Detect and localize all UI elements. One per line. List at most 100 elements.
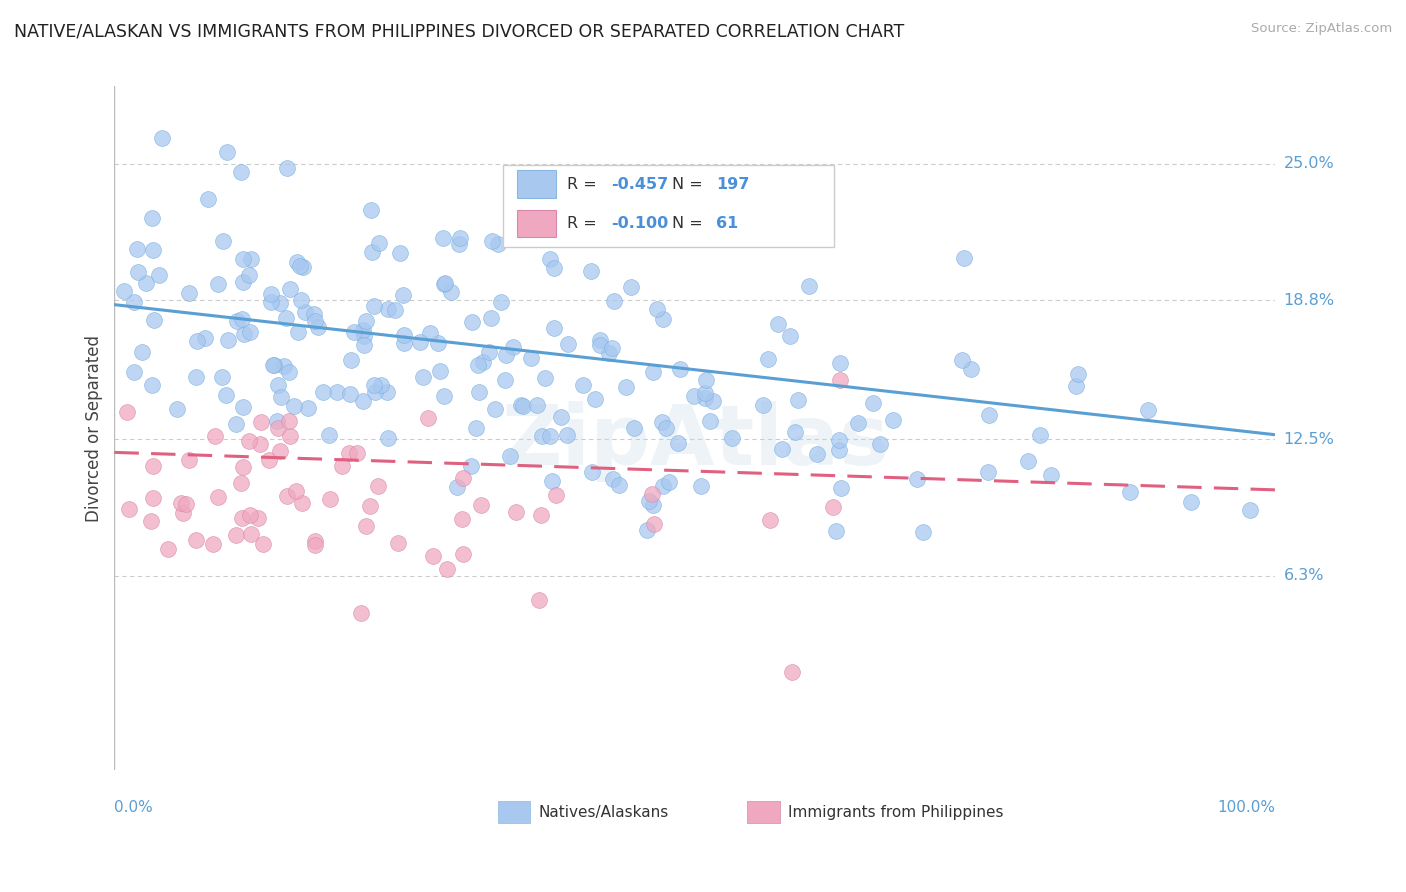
Point	[326, 384, 349, 399]
Point	[186, 369, 208, 384]
Point	[139, 515, 162, 529]
Point	[231, 475, 253, 490]
Point	[643, 517, 665, 532]
Point	[461, 315, 484, 329]
Point	[375, 385, 398, 400]
Point	[603, 293, 626, 308]
Point	[1029, 428, 1052, 442]
Point	[409, 334, 432, 349]
Point	[693, 386, 716, 401]
Point	[911, 525, 934, 540]
Point	[177, 286, 200, 301]
Point	[225, 417, 247, 432]
Point	[449, 237, 471, 252]
Text: ZipAtlas: ZipAtlas	[501, 401, 889, 483]
Point	[238, 434, 260, 448]
Point	[287, 326, 309, 340]
Point	[579, 263, 602, 277]
Point	[1239, 502, 1261, 516]
Point	[269, 444, 291, 458]
Point	[387, 535, 409, 549]
Point	[231, 510, 253, 524]
Point	[451, 471, 474, 485]
Text: -0.100: -0.100	[612, 216, 668, 231]
Text: 197: 197	[716, 177, 749, 192]
Point	[352, 393, 374, 408]
Point	[449, 230, 471, 244]
Point	[600, 341, 623, 355]
Point	[266, 414, 288, 428]
Point	[361, 244, 384, 259]
Point	[197, 192, 219, 206]
FancyBboxPatch shape	[503, 165, 834, 247]
Point	[557, 337, 579, 351]
Point	[1136, 403, 1159, 417]
Point	[231, 311, 253, 326]
Point	[651, 312, 673, 326]
Y-axis label: Divorced or Separated: Divorced or Separated	[86, 334, 103, 522]
Point	[353, 328, 375, 343]
Text: 25.0%: 25.0%	[1284, 156, 1334, 171]
Point	[759, 513, 782, 527]
Point	[721, 431, 744, 445]
Point	[122, 294, 145, 309]
Point	[787, 393, 810, 408]
Point	[419, 326, 441, 340]
Point	[695, 373, 717, 387]
Point	[422, 549, 444, 564]
Point	[433, 277, 456, 292]
Point	[1067, 367, 1090, 381]
Point	[433, 389, 456, 403]
Text: R =: R =	[567, 216, 602, 231]
Point	[363, 378, 385, 392]
Point	[470, 498, 492, 512]
Point	[392, 288, 415, 302]
Point	[823, 500, 845, 515]
Point	[319, 491, 342, 506]
Point	[340, 353, 363, 368]
Point	[269, 296, 291, 310]
Point	[502, 340, 524, 354]
Point	[170, 496, 193, 510]
Point	[184, 533, 207, 547]
Point	[979, 408, 1001, 422]
Point	[467, 359, 489, 373]
Point	[194, 331, 217, 345]
Point	[318, 428, 340, 442]
Point	[249, 437, 271, 451]
Point	[291, 496, 314, 510]
Point	[468, 385, 491, 400]
Point	[491, 295, 513, 310]
Point	[186, 334, 208, 348]
Point	[647, 302, 669, 317]
Point	[1039, 467, 1062, 482]
Point	[259, 453, 281, 467]
Point	[252, 537, 274, 551]
Point	[828, 442, 851, 457]
Bar	[517, 210, 555, 237]
Point	[432, 231, 454, 245]
Point	[481, 234, 503, 248]
Point	[472, 355, 495, 369]
Point	[263, 358, 285, 372]
Point	[527, 593, 550, 607]
Point	[211, 370, 233, 384]
Point	[702, 393, 724, 408]
Point	[356, 314, 378, 328]
Point	[360, 203, 382, 218]
Point	[766, 317, 789, 331]
Point	[446, 480, 468, 494]
Point	[952, 251, 974, 265]
Text: 6.3%: 6.3%	[1284, 568, 1324, 583]
Point	[135, 276, 157, 290]
Point	[977, 465, 1000, 479]
Point	[156, 541, 179, 556]
Point	[141, 211, 163, 225]
Point	[538, 429, 561, 443]
Point	[346, 445, 368, 459]
Point	[204, 429, 226, 443]
Point	[239, 252, 262, 267]
Point	[278, 282, 301, 296]
Point	[652, 479, 675, 493]
Point	[276, 161, 298, 175]
